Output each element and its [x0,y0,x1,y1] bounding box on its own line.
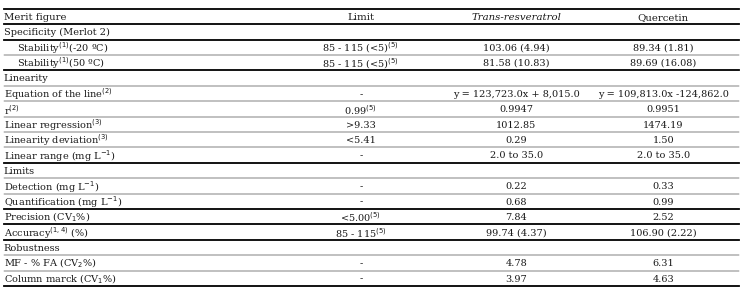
Text: -: - [359,151,363,160]
Text: Precision (CV$_1$%): Precision (CV$_1$%) [4,211,90,224]
Text: 7.84: 7.84 [505,213,527,222]
Text: Trans-resveratrol: Trans-resveratrol [471,13,561,22]
Text: Accuracy$^{(1,4)}$ (%): Accuracy$^{(1,4)}$ (%) [4,225,89,241]
Text: Linear range (mg L$^{-1}$): Linear range (mg L$^{-1}$) [4,148,115,164]
Text: 0.33: 0.33 [653,182,674,191]
Text: Linear regression$^{(3)}$: Linear regression$^{(3)}$ [4,117,102,133]
Text: r$^{(2)}$: r$^{(2)}$ [4,103,19,117]
Text: 2.52: 2.52 [653,213,674,222]
Text: 1.50: 1.50 [653,136,674,145]
Text: 89.34 (1.81): 89.34 (1.81) [633,44,693,53]
Text: Equation of the line$^{(2)}$: Equation of the line$^{(2)}$ [4,86,112,102]
Text: 0.9951: 0.9951 [647,105,680,114]
Text: <5.00$^{(5)}$: <5.00$^{(5)}$ [340,211,381,224]
Text: 2.0 to 35.0: 2.0 to 35.0 [490,151,542,160]
Text: y = 109,813.0x -124,862.0: y = 109,813.0x -124,862.0 [598,90,729,99]
Text: 3.97: 3.97 [505,274,527,284]
Text: Linearity deviation$^{(3)}$: Linearity deviation$^{(3)}$ [4,133,108,148]
Text: 6.31: 6.31 [653,259,674,268]
Text: 0.99$^{(5)}$: 0.99$^{(5)}$ [344,103,377,117]
Text: 0.22: 0.22 [505,182,527,191]
Text: 89.69 (16.08): 89.69 (16.08) [630,59,696,68]
Text: -: - [359,90,363,99]
Text: y = 123,723.0x + 8,015.0: y = 123,723.0x + 8,015.0 [453,90,579,99]
Text: Specificity (Merlot 2): Specificity (Merlot 2) [4,28,110,37]
Text: 99.74 (4.37): 99.74 (4.37) [486,228,546,237]
Text: -: - [359,274,363,284]
Text: 0.9947: 0.9947 [500,105,533,114]
Text: 1474.19: 1474.19 [643,121,684,130]
Text: Robustness: Robustness [4,244,61,253]
Text: Column marck (CV$_1$%): Column marck (CV$_1$%) [4,272,117,286]
Text: Merit figure: Merit figure [4,13,66,22]
Text: >9.33: >9.33 [346,121,376,130]
Text: Stability$^{(1)}$(-20 ºC): Stability$^{(1)}$(-20 ºC) [17,40,108,56]
Text: -: - [359,182,363,191]
Text: <5.41: <5.41 [346,136,376,145]
Text: Linearity: Linearity [4,74,48,83]
Text: 2.0 to 35.0: 2.0 to 35.0 [637,151,690,160]
Text: 103.06 (4.94): 103.06 (4.94) [482,44,550,53]
Text: Detection (mg L$^{-1}$): Detection (mg L$^{-1}$) [4,179,99,194]
Text: 4.78: 4.78 [505,259,527,268]
Text: 0.99: 0.99 [653,198,674,206]
Text: MF - % FA (CV$_2$%): MF - % FA (CV$_2$%) [4,257,97,270]
Text: 0.29: 0.29 [505,136,527,145]
Text: Quercetin: Quercetin [638,13,689,22]
Text: 85 - 115 (<5)$^{(5)}$: 85 - 115 (<5)$^{(5)}$ [323,56,399,71]
Text: Limit: Limit [347,13,374,22]
Text: 0.68: 0.68 [505,198,527,206]
Text: Quantification (mg L$^{-1}$): Quantification (mg L$^{-1}$) [4,194,122,210]
Text: 85 - 115$^{(5)}$: 85 - 115$^{(5)}$ [335,226,386,240]
Text: -: - [359,259,363,268]
Text: 85 - 115 (<5)$^{(5)}$: 85 - 115 (<5)$^{(5)}$ [323,41,399,55]
Text: -: - [359,198,363,206]
Text: 1012.85: 1012.85 [496,121,536,130]
Text: 81.58 (10.83): 81.58 (10.83) [483,59,549,68]
Text: 4.63: 4.63 [653,274,674,284]
Text: Stability$^{(1)}$(50 ºC): Stability$^{(1)}$(50 ºC) [17,55,105,71]
Text: 106.90 (2.22): 106.90 (2.22) [630,228,697,237]
Text: Limits: Limits [4,167,35,176]
